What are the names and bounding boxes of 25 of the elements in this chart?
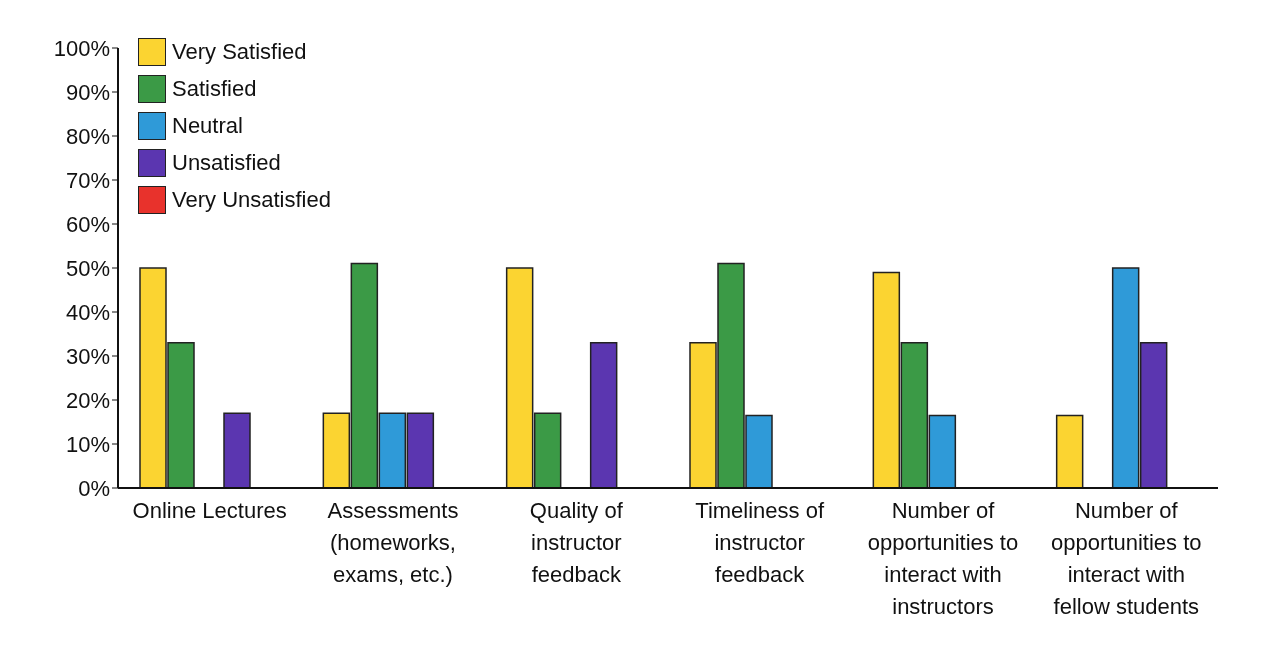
y-tick-label: 60% — [65, 211, 110, 237]
y-tick-label: 10% — [65, 431, 110, 457]
bar — [223, 412, 251, 488]
x-tick-label: Assessments (homeworks, exams, etc.) — [327, 498, 459, 587]
y-tick-label: 70% — [65, 167, 110, 193]
y-tick-label: 80% — [65, 123, 110, 149]
y-tick-label: 20% — [65, 387, 110, 413]
y-tick-label: 30% — [65, 343, 110, 369]
y-tick-label: 40% — [65, 299, 110, 325]
y-tick-label: 100% — [53, 35, 110, 61]
y-tick-label: 50% — [65, 255, 110, 281]
legend-label: Satisfied — [172, 76, 257, 102]
x-tick-label: Online Lectures — [132, 498, 287, 523]
x-tick-label: Quality of instructor feedback — [529, 498, 624, 587]
bar — [1055, 414, 1084, 488]
y-tick-label: 0% — [78, 475, 110, 501]
y-tick-label: 90% — [65, 79, 110, 105]
legend-label: Very Unsatisfied — [172, 187, 331, 213]
x-tick-label: Number of opportunities to interact with fellow students — [1051, 498, 1202, 619]
legend-label: Unsatisfied — [172, 150, 281, 176]
x-tick-label: Timeliness of instructor feedback — [695, 498, 825, 587]
legend-label: Very Satisfied — [172, 39, 307, 65]
legend-label: Neutral — [172, 113, 243, 139]
bar — [589, 342, 618, 488]
x-tick-label: Number of opportunities to interact with instructors — [867, 498, 1019, 619]
